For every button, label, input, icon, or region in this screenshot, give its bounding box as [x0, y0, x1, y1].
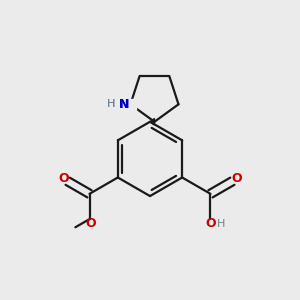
Text: H: H [107, 99, 116, 109]
Text: H: H [217, 220, 225, 230]
Text: N: N [119, 98, 129, 111]
Bar [111, 99, 136, 110]
Text: O: O [231, 172, 242, 185]
Text: O: O [58, 172, 69, 185]
Text: N: N [119, 98, 129, 111]
Text: O: O [86, 218, 96, 230]
Text: O: O [205, 218, 216, 230]
Polygon shape [150, 118, 154, 125]
Text: H: H [107, 99, 116, 109]
